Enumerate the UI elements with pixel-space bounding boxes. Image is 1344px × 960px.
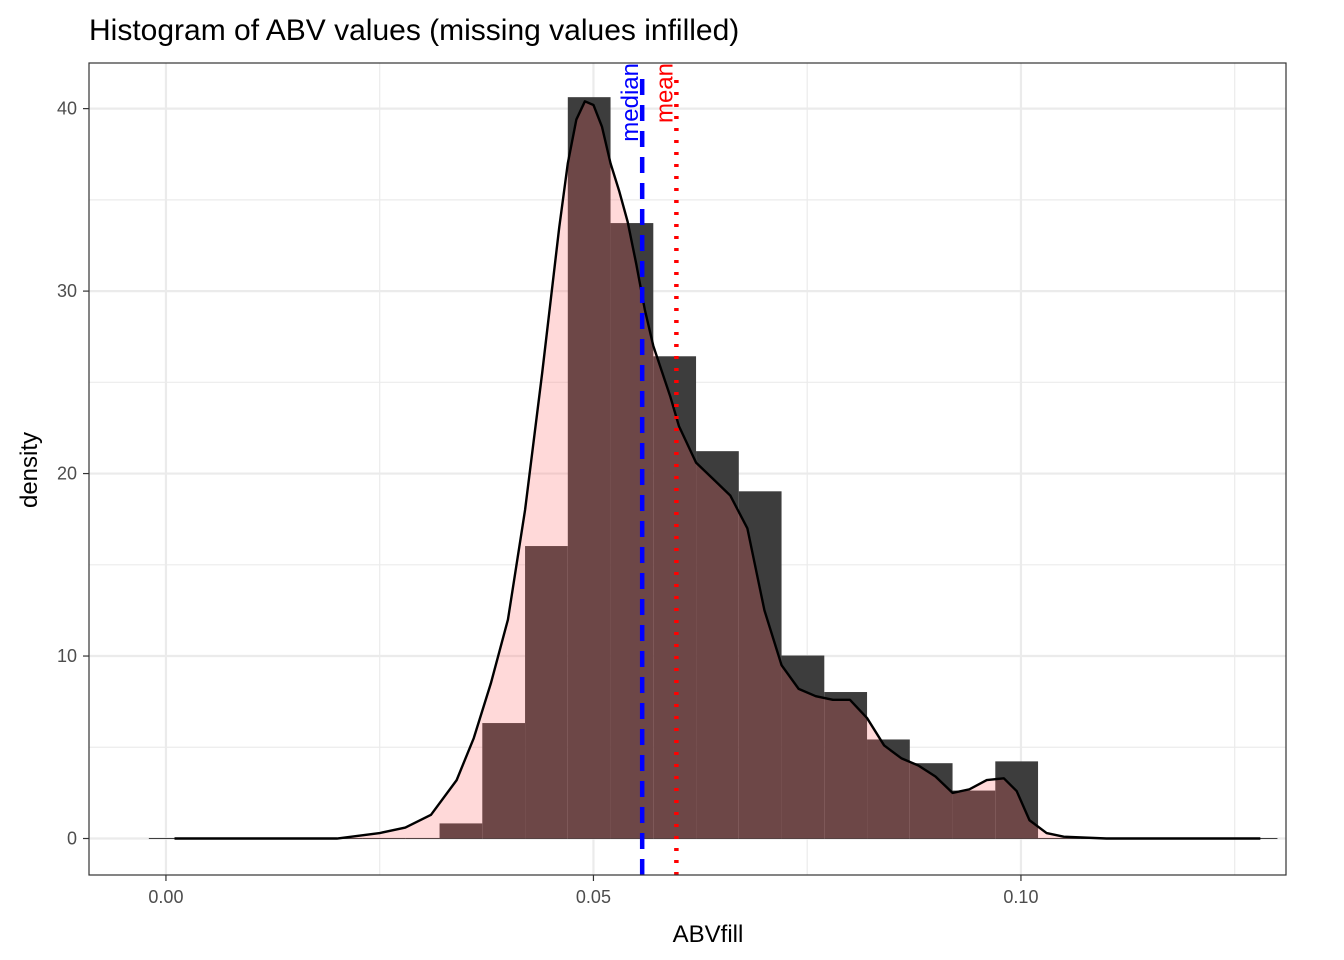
density-fill <box>174 101 1261 839</box>
y-tick-label: 20 <box>57 464 77 484</box>
y-axis-title: density <box>16 432 43 508</box>
y-axis: 0 10 20 30 40 <box>57 99 89 849</box>
histogram-bar <box>696 451 739 840</box>
y-tick-label: 0 <box>67 829 77 849</box>
histogram-bars <box>148 97 1278 840</box>
y-tick-label: 10 <box>57 646 77 666</box>
histogram-bar <box>439 823 483 840</box>
x-tick-label: 0.00 <box>148 887 183 907</box>
chart-title: Histogram of ABV values (missing values … <box>89 14 739 47</box>
histogram-bar <box>1038 838 1081 840</box>
histogram-bar <box>567 97 611 840</box>
median-label: median <box>617 63 644 142</box>
histogram-bar <box>405 838 440 840</box>
histogram-bar <box>995 761 1039 840</box>
histogram-bar <box>525 546 568 840</box>
x-axis: 0.00 0.05 0.10 <box>148 875 1038 907</box>
x-tick-label: 0.10 <box>1003 887 1038 907</box>
reference-lines: median mean <box>617 63 679 875</box>
histogram-bar <box>738 491 782 840</box>
mean-label: mean <box>651 63 678 123</box>
x-axis-title: ABVfill <box>673 921 744 948</box>
histogram-bar <box>482 723 526 840</box>
y-tick-label: 30 <box>57 281 77 301</box>
histogram-bar <box>781 655 825 840</box>
density-line <box>174 100 1261 840</box>
x-tick-label: 0.05 <box>576 887 611 907</box>
histogram-bar <box>362 838 406 840</box>
density-curve <box>174 100 1261 840</box>
histogram-bar <box>867 739 910 840</box>
y-tick-label: 40 <box>57 99 77 119</box>
panel-border <box>88 62 1287 876</box>
histogram-bar <box>909 763 953 840</box>
histogram-bar <box>148 838 192 840</box>
histogram-bar <box>824 692 868 840</box>
histogram-bar <box>610 223 654 840</box>
histogram-bar <box>952 790 996 840</box>
